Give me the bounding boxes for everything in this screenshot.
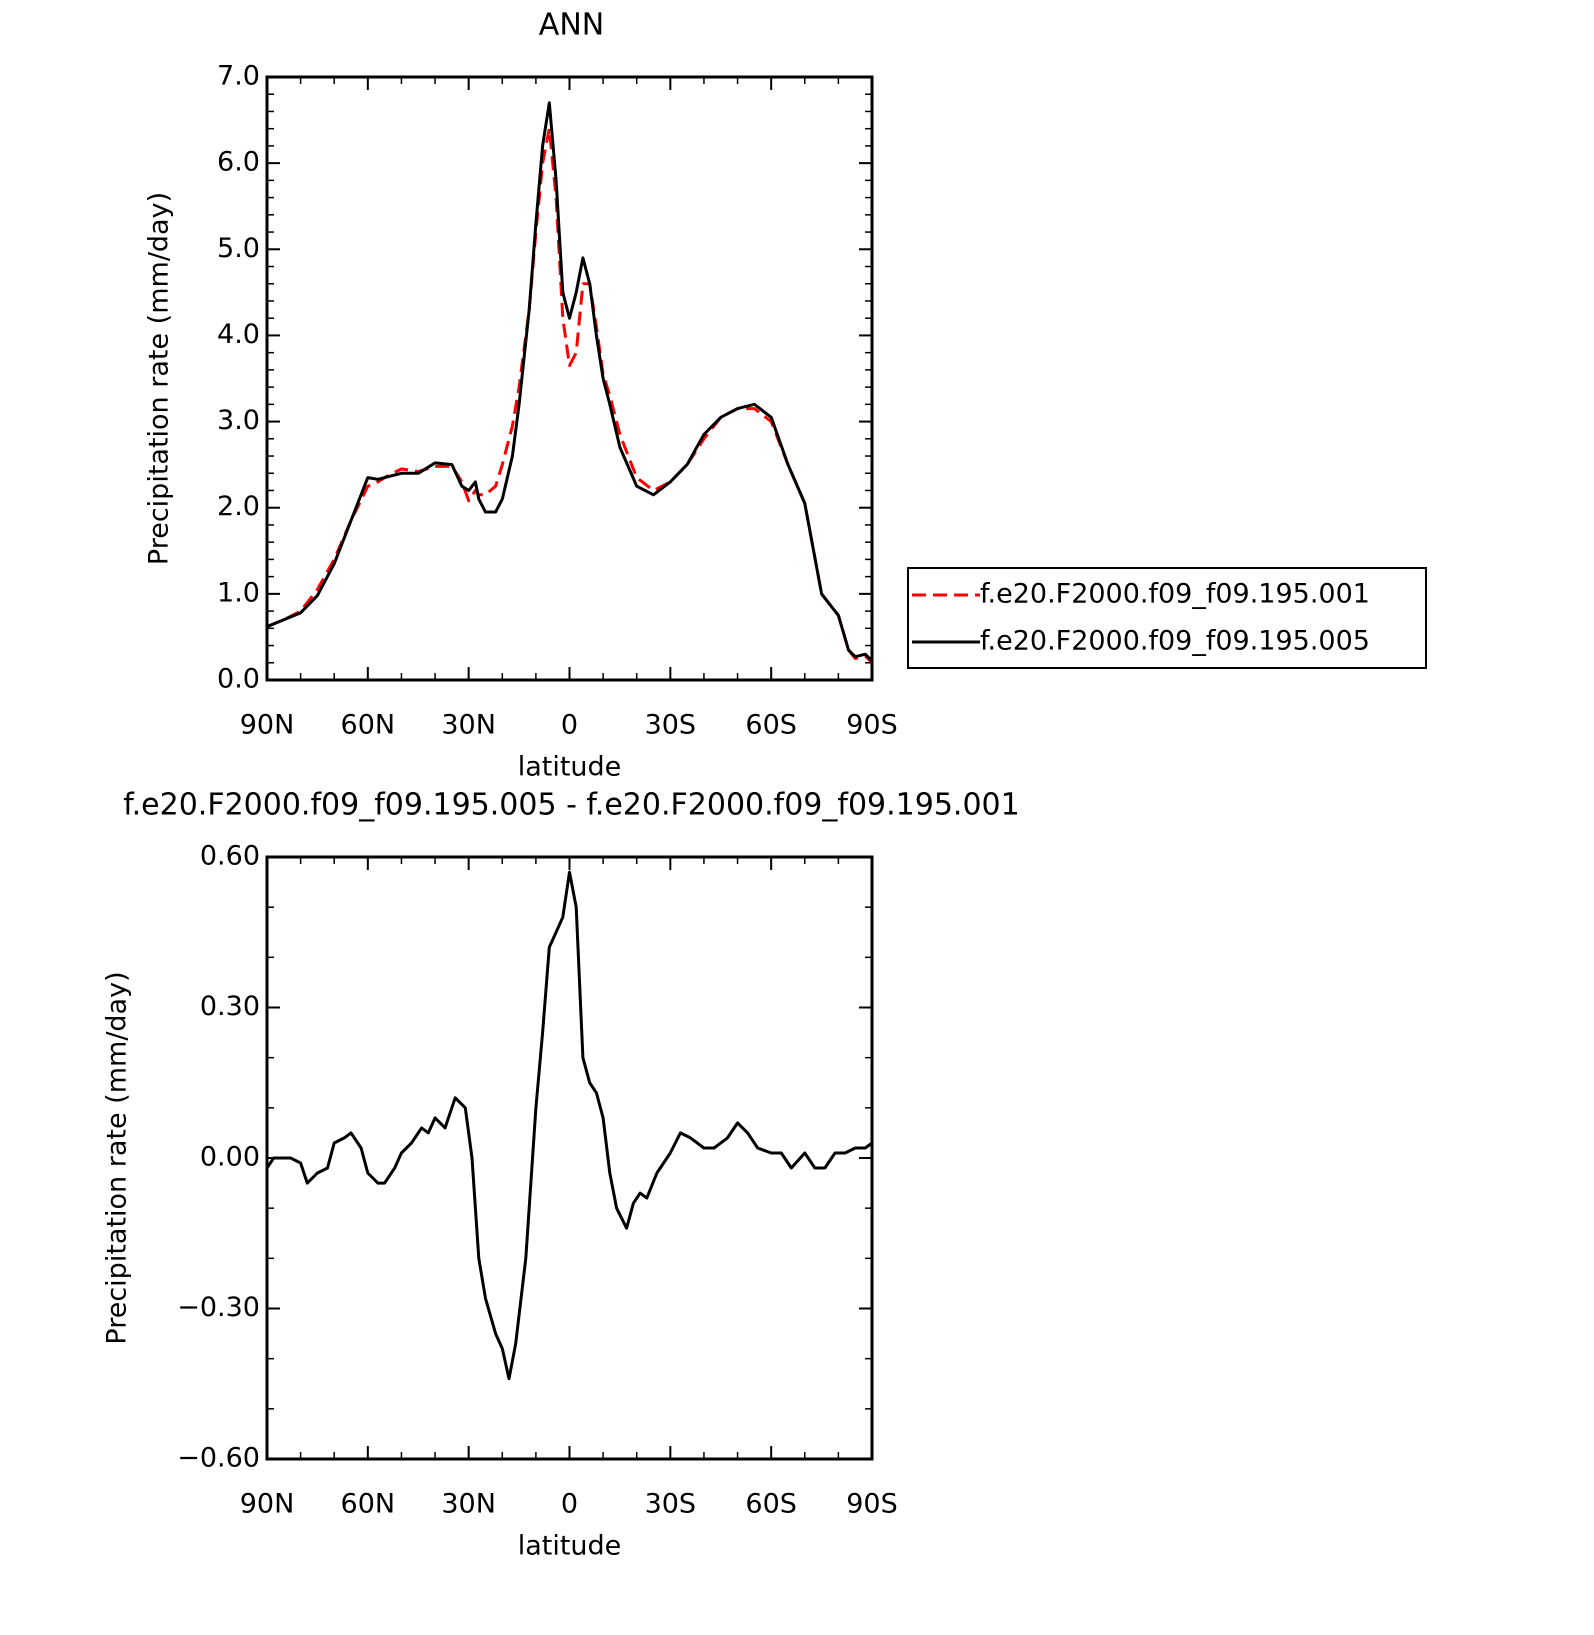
x-axis-label: latitude — [518, 752, 622, 783]
x-tick-label: 60N — [341, 1489, 396, 1520]
y-tick-label: 5.0 — [217, 233, 260, 264]
x-tick-label: 90N — [240, 710, 295, 741]
x-tick-label: 30S — [645, 710, 697, 741]
x-tick-label: 90S — [846, 710, 898, 741]
y-axis-label: Precipitation rate (mm/day) — [144, 192, 175, 565]
x-tick-label: 30N — [441, 1489, 496, 1520]
y-tick-label: −0.60 — [177, 1443, 260, 1474]
y-tick-label: 0.30 — [200, 991, 260, 1022]
legend-label: f.e20.F2000.f09_f09.195.001 — [980, 579, 1370, 610]
y-tick-label: 3.0 — [217, 405, 260, 436]
x-tick-label: 90N — [240, 1489, 295, 1520]
chart-title: ANN — [539, 8, 604, 43]
y-axis-label: Precipitation rate (mm/day) — [102, 971, 133, 1344]
y-tick-label: 6.0 — [217, 147, 260, 178]
y-tick-label: 0.0 — [217, 664, 260, 695]
y-tick-label: −0.30 — [177, 1292, 260, 1323]
x-tick-label: 60S — [745, 1489, 797, 1520]
x-tick-label: 30N — [441, 710, 496, 741]
legend-box — [907, 567, 1427, 669]
data-line — [266, 127, 874, 664]
x-axis-label: latitude — [518, 1531, 622, 1562]
chart-title: f.e20.F2000.f09_f09.195.005 - f.e20.F200… — [123, 788, 1019, 823]
data-line — [265, 870, 873, 1381]
y-tick-label: 0.60 — [200, 841, 260, 872]
y-tick-label: 7.0 — [217, 61, 260, 92]
y-tick-label: 0.00 — [200, 1142, 260, 1173]
x-tick-label: 90S — [846, 1489, 898, 1520]
y-tick-label: 4.0 — [217, 319, 260, 350]
plot-frame — [265, 75, 874, 682]
y-tick-label: 1.0 — [217, 577, 260, 608]
x-tick-label: 0 — [561, 1489, 578, 1520]
x-tick-label: 60S — [745, 710, 797, 741]
x-tick-label: 60N — [341, 710, 396, 741]
plot-frame — [265, 855, 874, 1461]
x-tick-label: 30S — [645, 1489, 697, 1520]
x-tick-label: 0 — [561, 710, 578, 741]
y-tick-label: 2.0 — [217, 491, 260, 522]
data-line — [266, 101, 874, 663]
legend-label: f.e20.F2000.f09_f09.195.005 — [980, 626, 1370, 657]
